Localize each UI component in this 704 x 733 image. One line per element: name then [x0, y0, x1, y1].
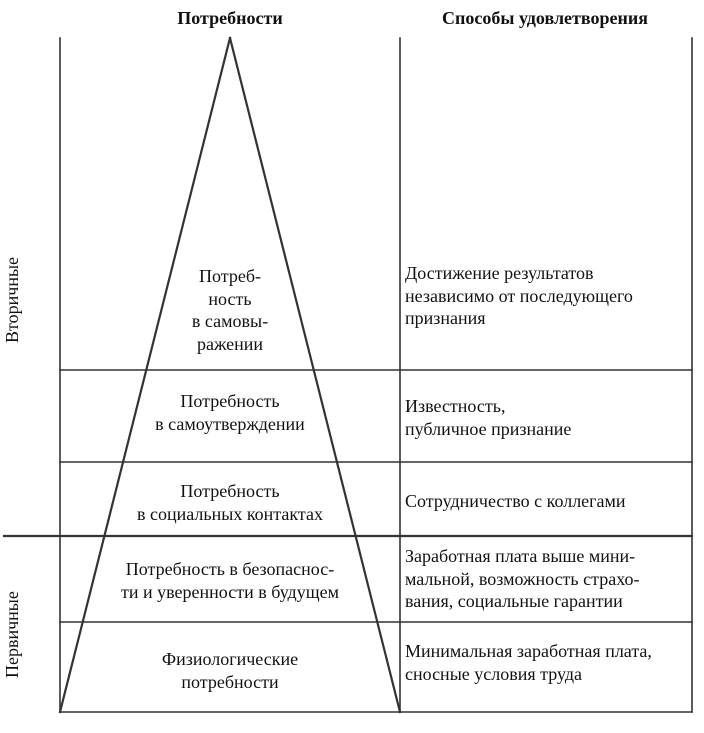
- satisfier-level-4: Минимальная заработная плата,сносные усл…: [405, 640, 690, 685]
- need-level-4: Физиологическиепотребности: [60, 648, 400, 693]
- pyramid-diagram: [0, 0, 704, 733]
- satisfier-level-1: Известность,публичное признание: [405, 395, 690, 440]
- need-level-0: Потреб-ностьв самовы-ражении: [166, 265, 294, 355]
- need-level-1: Потребностьв самоутверждении: [136, 390, 324, 435]
- satisfier-level-3: Заработная плата выше мини-мальной, возм…: [405, 545, 690, 613]
- need-level-2: Потребностьв социальных контактах: [100, 480, 360, 525]
- need-level-3: Потребность в безопаснос-ти и уверенност…: [78, 558, 382, 603]
- satisfier-level-0: Достижение результатовнезависимо от посл…: [405, 262, 690, 330]
- satisfier-level-2: Сотрудничество с коллегами: [405, 490, 690, 513]
